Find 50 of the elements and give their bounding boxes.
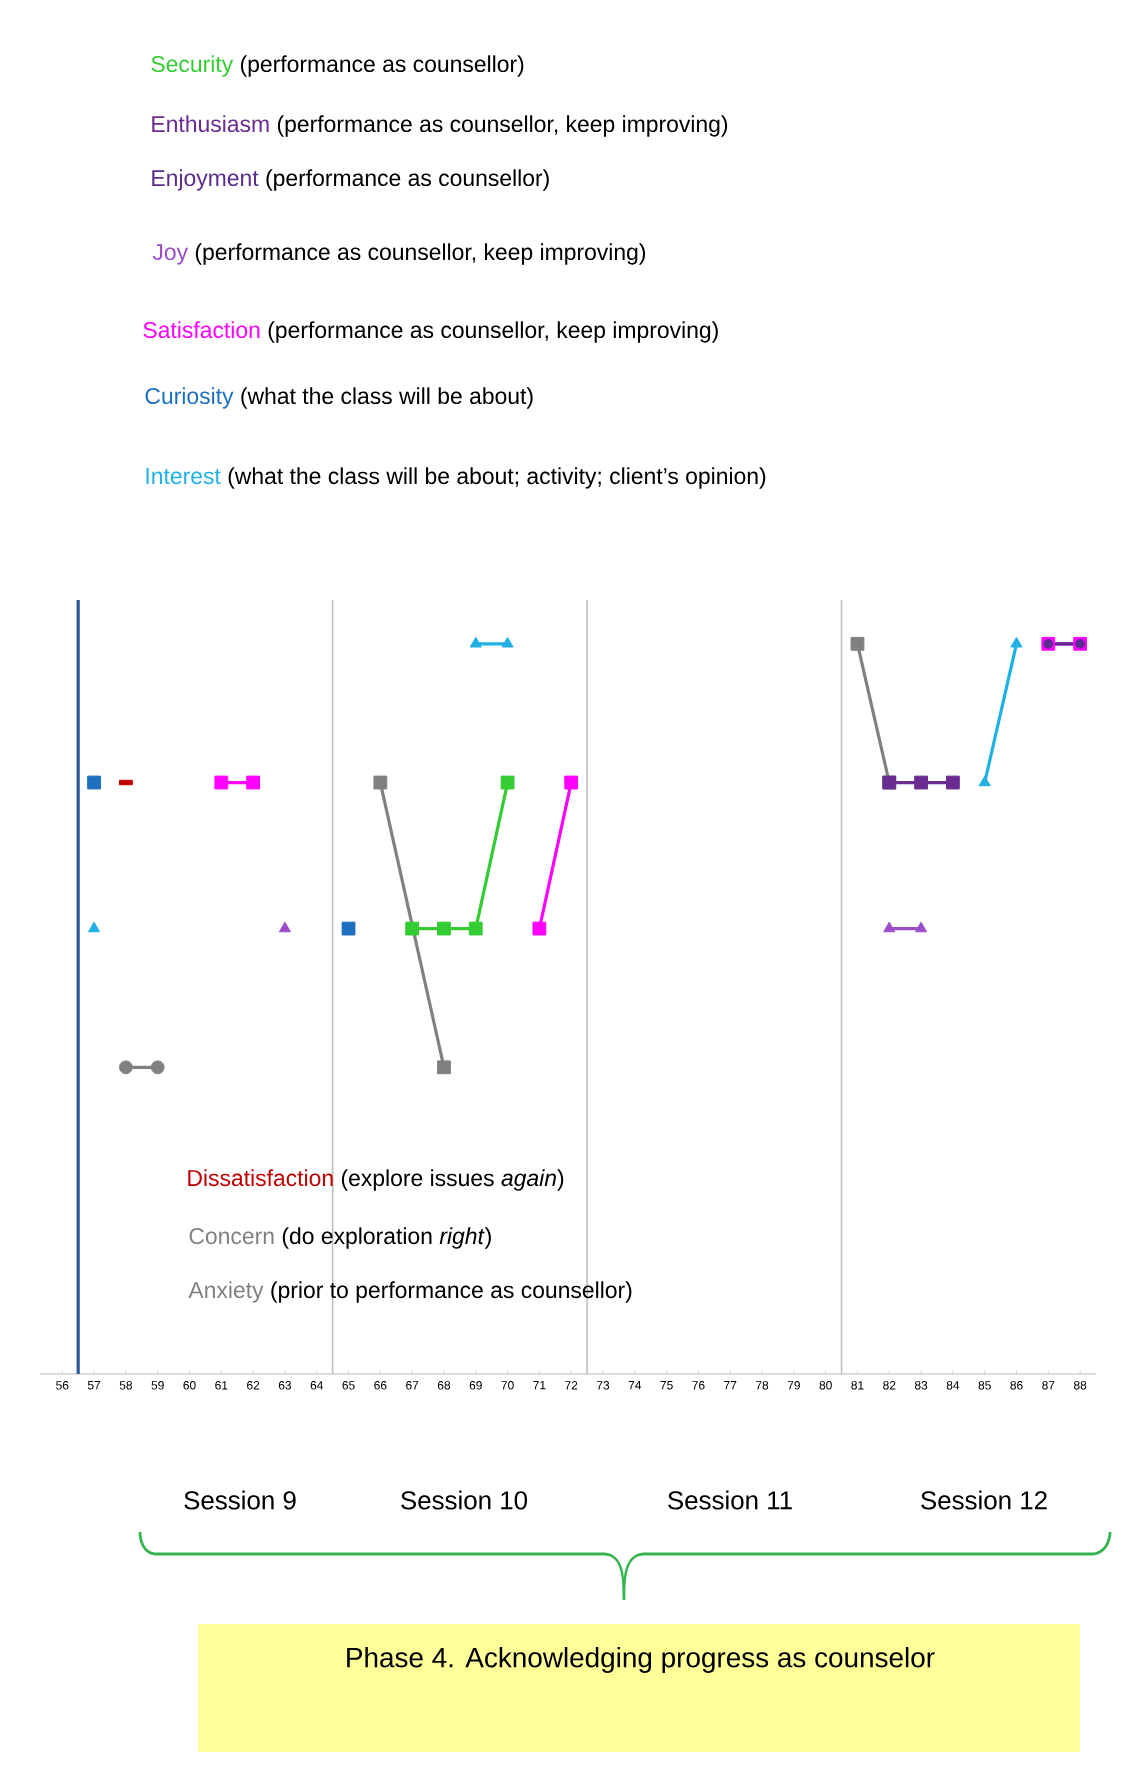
text: Enthusiasm [152, 115, 269, 133]
text: Session 12 [921, 1490, 1047, 1510]
text: (performance as counsellor, keep improving) [268, 321, 718, 343]
point [118, 1060, 133, 1075]
point [564, 775, 579, 790]
point [373, 775, 388, 790]
point [914, 775, 928, 790]
point [883, 921, 896, 933]
point [88, 921, 101, 933]
text: Curiosity [145, 387, 234, 409]
point [87, 775, 101, 790]
text: (what the class will be about; activity; client’s opinion) [228, 467, 766, 489]
point [437, 921, 451, 936]
text: Satisfaction [143, 321, 260, 339]
annotation: (do exploration right) [282, 1227, 491, 1249]
point [915, 921, 928, 933]
text: (performance as counsellor) [266, 169, 549, 191]
text: Session 11 [668, 1490, 792, 1510]
annotation: (explore issues again) [341, 1169, 564, 1191]
text: Session 9 [184, 1490, 296, 1510]
point [405, 921, 420, 936]
text: Interest [146, 468, 221, 485]
text: (performance as counsellor) [240, 55, 524, 77]
point [532, 921, 547, 936]
point [469, 636, 482, 648]
text: (what the class will be about) [241, 387, 533, 409]
point [978, 775, 991, 787]
text: (performance as counsellor, keep improving) [195, 243, 646, 265]
point [850, 636, 865, 651]
text: Concern [189, 1227, 274, 1245]
text: Joy [152, 244, 188, 265]
text: Enjoyment [152, 169, 259, 191]
point [468, 921, 483, 936]
point [150, 1060, 165, 1075]
text: Dissatisfaction [188, 1169, 333, 1187]
point [246, 775, 261, 790]
text: Anxiety [188, 1281, 264, 1303]
point [501, 636, 514, 648]
point [214, 775, 229, 790]
point [500, 775, 515, 790]
text: (performance as counsellor, keep improving) [277, 115, 728, 137]
text: Security [151, 55, 234, 77]
text: Session 10 [401, 1490, 528, 1510]
point [1010, 636, 1023, 648]
point [278, 921, 291, 933]
point [341, 921, 356, 936]
point [437, 1060, 451, 1075]
point [945, 775, 960, 790]
annotation: (prior to performance as counsellor) [271, 1281, 632, 1303]
text: Phase 4. Acknowledging progress as counselor [347, 1646, 935, 1673]
